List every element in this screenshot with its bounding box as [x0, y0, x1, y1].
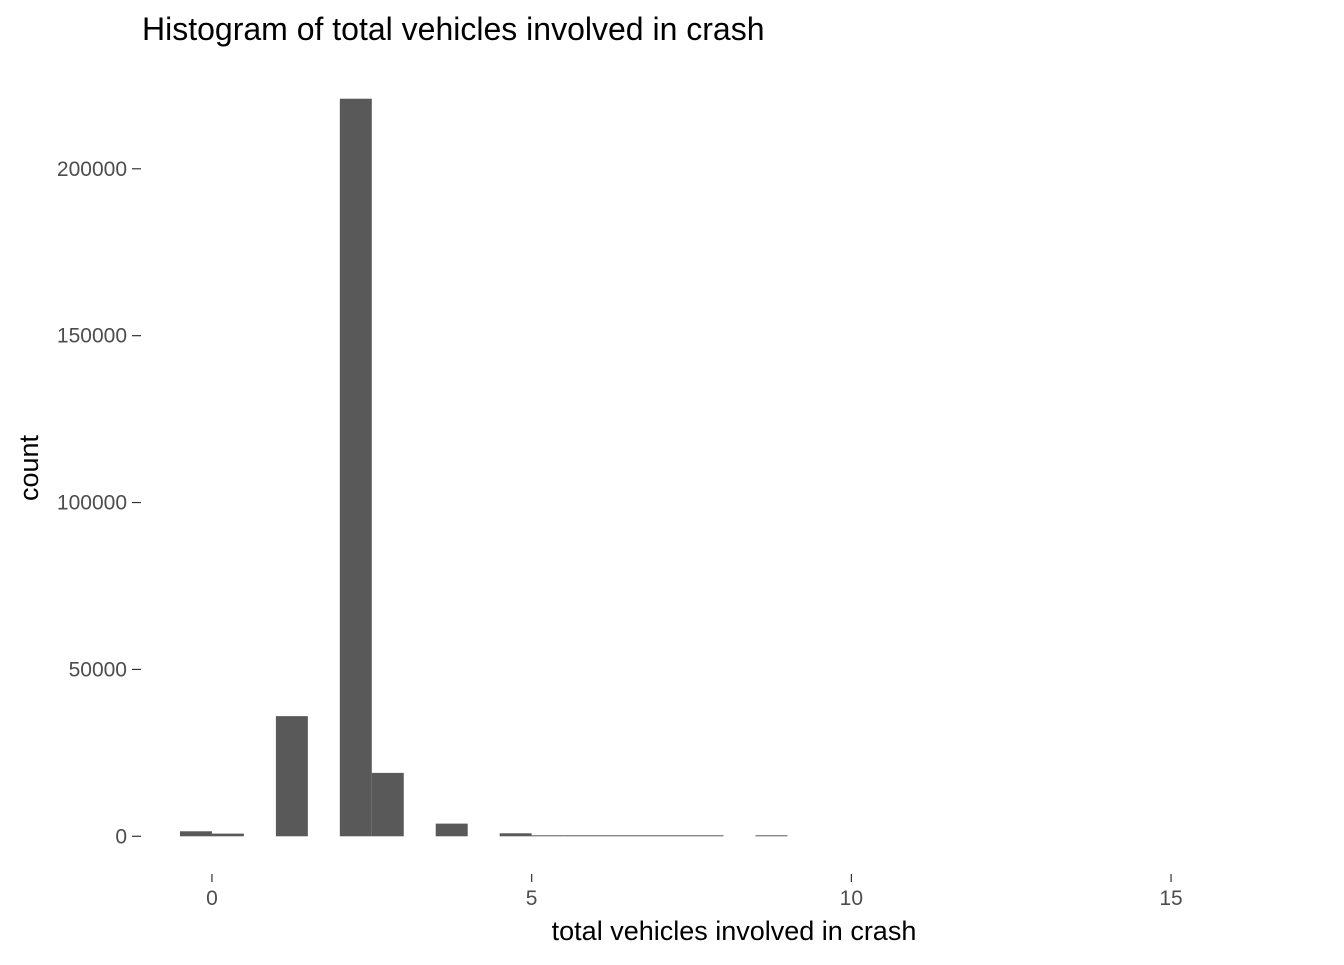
y-tick-label: 150000 — [57, 325, 127, 348]
y-tick-label: 50000 — [69, 658, 127, 681]
histogram-bar — [275, 716, 308, 837]
histogram-bar — [691, 835, 724, 837]
histogram-bar — [627, 835, 660, 837]
histogram-bar — [179, 831, 212, 837]
y-tick-label: 0 — [115, 825, 127, 848]
x-tick-label: 5 — [526, 887, 538, 910]
bars-group — [179, 98, 788, 837]
x-tick-label: 0 — [206, 887, 218, 910]
histogram-bar — [755, 835, 788, 837]
histogram-bar — [499, 833, 532, 837]
histogram-bar — [595, 835, 628, 837]
y-axis: 0 50000 100000 150000 200000 — [57, 158, 141, 848]
histogram-bar — [371, 772, 404, 837]
histogram-bar — [659, 835, 692, 837]
histogram-bar — [339, 98, 372, 837]
x-tick-label: 15 — [1159, 887, 1182, 910]
y-tick-label: 200000 — [57, 158, 127, 181]
histogram-bar — [531, 835, 564, 837]
histogram-bar — [563, 835, 596, 837]
x-axis-title: total vehicles involved in crash — [552, 916, 917, 946]
histogram-bar — [435, 823, 468, 837]
y-tick-label: 100000 — [57, 492, 127, 515]
y-axis-title: count — [14, 434, 44, 501]
x-axis: 0 5 10 15 — [206, 874, 1183, 910]
x-tick-label: 10 — [840, 887, 863, 910]
chart-title: Histogram of total vehicles involved in … — [142, 11, 765, 47]
histogram-bar — [211, 833, 244, 837]
